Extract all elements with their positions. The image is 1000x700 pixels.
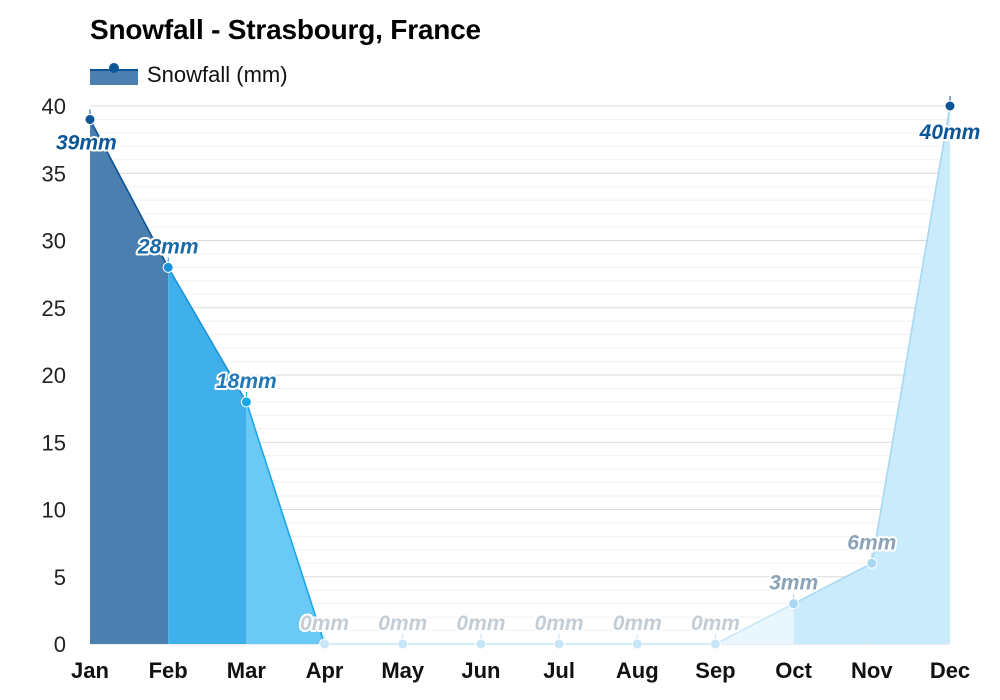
legend-swatch — [90, 63, 138, 85]
x-tick-label: Mar — [227, 658, 267, 683]
y-tick-label: 0 — [54, 632, 66, 657]
data-point-jun — [475, 638, 487, 650]
y-tick-label: 10 — [42, 498, 66, 523]
y-tick-label: 40 — [42, 94, 66, 119]
x-tick-label: Dec — [930, 658, 970, 683]
x-tick-label: Jun — [461, 658, 500, 683]
data-point-aug — [631, 638, 643, 650]
data-point-jul — [553, 638, 565, 650]
x-tick-label: Oct — [775, 658, 812, 683]
y-tick-label: 15 — [42, 430, 66, 455]
data-label-aug: 0mm — [613, 612, 662, 635]
area-segment-feb — [168, 267, 247, 644]
data-label-feb: 28mm — [137, 235, 199, 258]
x-tick-label: Apr — [306, 658, 344, 683]
x-tick-label: Feb — [149, 658, 188, 683]
x-tick-label: Jul — [543, 658, 575, 683]
data-point-dec — [944, 100, 956, 112]
x-tick-label: Nov — [851, 658, 893, 683]
data-points — [84, 96, 956, 650]
data-point-may — [397, 638, 409, 650]
y-tick-label: 5 — [54, 565, 66, 590]
data-label-sep: 0mm — [691, 612, 740, 635]
y-tick-label: 30 — [42, 229, 66, 254]
data-label-jan: 39mm — [56, 131, 117, 154]
data-label-mar: 18mm — [216, 370, 277, 393]
data-label-dec: 40mm — [919, 121, 981, 144]
line-segment-jan — [89, 119, 169, 268]
data-point-feb — [162, 261, 174, 273]
data-point-oct — [788, 598, 800, 610]
legend-label: Snowfall (mm) — [147, 62, 288, 87]
data-point-jan — [84, 113, 96, 125]
line-segment-oct — [793, 562, 873, 605]
line-segment-mar — [245, 401, 326, 645]
chart-legend[interactable]: Snowfall (mm) — [90, 60, 288, 90]
y-tick-label: 25 — [42, 296, 66, 321]
data-label-oct: 3mm — [769, 572, 818, 595]
x-tick-label: Aug — [616, 658, 659, 683]
area-segment-oct — [793, 563, 872, 644]
x-tick-label: Sep — [695, 658, 735, 683]
x-axis: Jan Feb Mar Apr May Jun Jul Aug Sep Oct Nov Dec — [71, 658, 970, 683]
data-point-apr — [319, 638, 331, 650]
y-tick-label: 20 — [42, 363, 66, 388]
data-label-jul: 0mm — [535, 612, 584, 635]
data-point-nov — [866, 557, 878, 569]
data-label-nov: 6mm — [847, 531, 896, 554]
area-segments — [90, 106, 950, 644]
data-label-apr: 0mm — [300, 612, 349, 635]
y-tick-label: 35 — [42, 161, 66, 186]
data-point-sep — [709, 638, 721, 650]
data-label-jun: 0mm — [456, 612, 505, 635]
series-line — [89, 105, 951, 645]
area-segment-nov — [871, 106, 950, 644]
y-axis: 0 5 10 15 20 25 30 35 40 — [42, 94, 66, 657]
data-labels: 39mm 28mm 18mm 0mm 0mm 0mm 0mm 0mm 0mm 3mm 6mm 40mm — [54, 119, 982, 637]
line-segment-sep — [715, 602, 795, 645]
line-segment-feb — [167, 266, 248, 403]
legend-marker — [109, 63, 119, 73]
x-tick-label: May — [381, 658, 425, 683]
x-tick-label: Jan — [71, 658, 109, 683]
area-segment-jan — [90, 119, 169, 644]
data-point-mar — [240, 396, 252, 408]
line-segment-nov — [871, 105, 951, 564]
data-label-may: 0mm — [378, 612, 427, 635]
chart-title: Snowfall - Strasbourg, France — [90, 14, 481, 45]
